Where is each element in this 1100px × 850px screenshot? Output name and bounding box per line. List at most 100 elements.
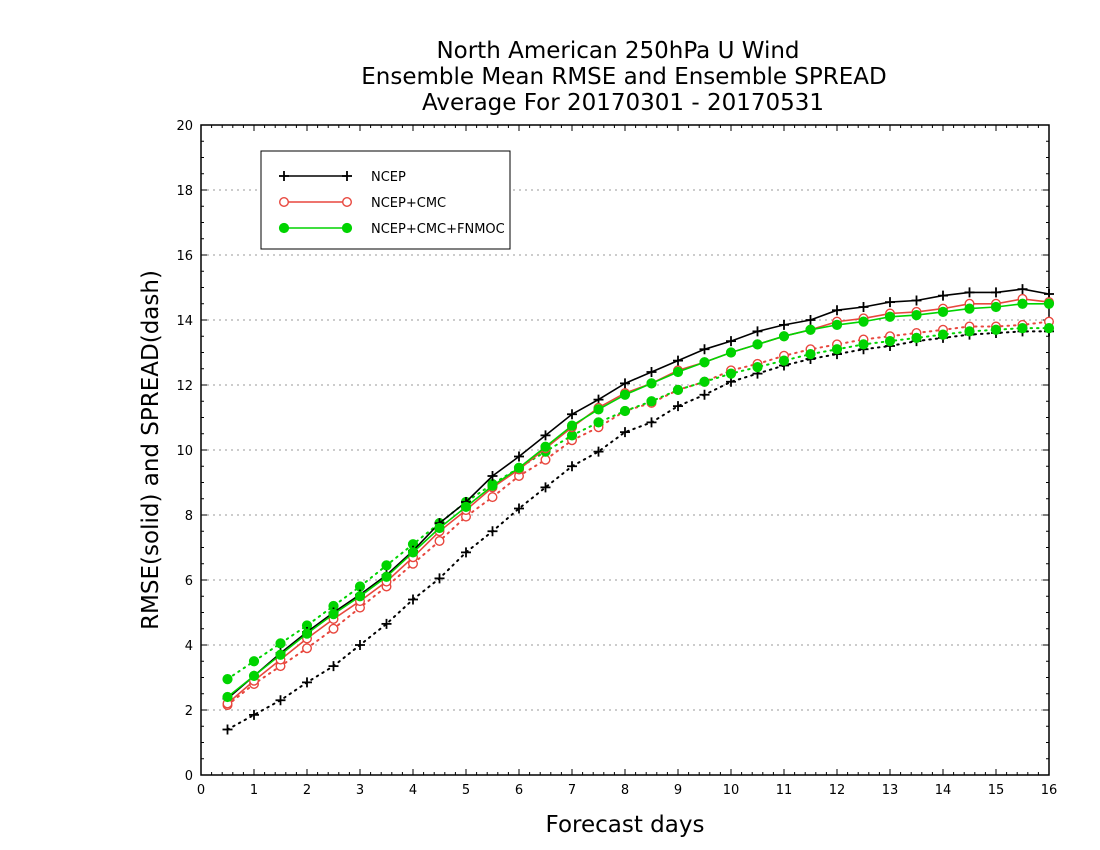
data-point xyxy=(381,560,392,571)
data-point xyxy=(805,315,816,325)
data-point xyxy=(514,451,524,462)
data-point xyxy=(911,310,922,321)
data-point xyxy=(275,638,286,649)
data-point xyxy=(354,591,366,602)
legend-label: NCEP+CMC xyxy=(371,196,446,211)
title-line-1: North American 250hPa U Wind xyxy=(436,38,799,64)
x-tick-label: 11 xyxy=(776,783,793,798)
legend-entry: NCEP xyxy=(279,170,406,185)
series-layer xyxy=(222,284,1055,735)
x-tick-label: 5 xyxy=(462,783,470,798)
data-point xyxy=(672,384,684,395)
data-point xyxy=(699,357,710,368)
data-point xyxy=(566,420,578,431)
x-tick-label: 12 xyxy=(829,783,846,798)
data-point xyxy=(831,319,843,330)
data-point xyxy=(858,302,869,312)
y-tick-label: 10 xyxy=(176,444,193,459)
data-point xyxy=(778,331,790,342)
data-point xyxy=(540,482,551,493)
x-tick-label: 0 xyxy=(197,783,205,798)
data-point xyxy=(540,430,551,441)
legend-box xyxy=(260,150,511,250)
data-point xyxy=(831,344,843,355)
data-point xyxy=(779,319,789,330)
data-point xyxy=(832,305,842,316)
data-point xyxy=(302,677,312,688)
data-point xyxy=(381,571,392,582)
data-point xyxy=(1017,298,1028,309)
data-point xyxy=(1043,323,1055,334)
data-point xyxy=(540,454,551,465)
data-point xyxy=(487,526,498,537)
data-point xyxy=(673,401,683,412)
data-point xyxy=(752,362,763,373)
data-point xyxy=(699,376,710,387)
data-point xyxy=(222,724,233,735)
legend-entry: NCEP+CMC xyxy=(279,196,446,211)
data-point xyxy=(911,332,922,343)
x-tick-label: 14 xyxy=(935,783,952,798)
y-tick-label: 14 xyxy=(176,314,193,329)
x-tick-label: 2 xyxy=(303,783,311,798)
legend-marker xyxy=(279,196,290,207)
data-point xyxy=(937,306,949,317)
data-point xyxy=(249,709,259,720)
series-rmse-1 xyxy=(222,293,1054,709)
data-point xyxy=(725,368,737,379)
data-point xyxy=(461,547,471,558)
data-point xyxy=(222,691,233,703)
data-point xyxy=(1017,323,1028,334)
y-tick-label: 2 xyxy=(185,704,193,719)
data-point xyxy=(964,287,975,298)
series-spread-4 xyxy=(222,316,1054,711)
data-point xyxy=(567,409,577,420)
y-tick-label: 20 xyxy=(176,119,193,134)
data-point xyxy=(620,427,630,438)
data-point xyxy=(407,547,419,558)
data-point xyxy=(567,461,577,472)
data-point xyxy=(937,329,949,340)
legend-entries: NCEP NCEP+CMC NCEP+CMC+FNMOC xyxy=(278,170,505,237)
data-point xyxy=(646,396,657,407)
x-tick-label: 8 xyxy=(621,783,629,798)
legend-marker xyxy=(342,171,352,181)
data-point xyxy=(805,324,816,335)
data-point xyxy=(487,492,498,503)
data-point xyxy=(593,417,604,428)
data-point xyxy=(1017,284,1028,295)
x-tick-label: 9 xyxy=(674,783,682,798)
legend-label: NCEP+CMC+FNMOC xyxy=(371,222,505,237)
data-point xyxy=(434,522,445,534)
data-point xyxy=(646,367,657,377)
data-point xyxy=(858,316,869,327)
x-tick-labels: 0 1 2 3 4 5 6 7 8 9 10 11 12 13 14 15 16 xyxy=(197,783,1057,798)
legend-marker xyxy=(341,222,353,234)
series-line xyxy=(226,288,1050,700)
data-point xyxy=(620,378,630,389)
data-point xyxy=(355,640,365,650)
y-tick-label: 4 xyxy=(185,639,193,654)
y-tick-label: 8 xyxy=(185,509,193,524)
data-point xyxy=(752,339,763,350)
data-point xyxy=(884,311,896,322)
data-point xyxy=(990,301,1002,313)
x-tick-label: 7 xyxy=(568,783,576,798)
x-axis-label: Forecast days xyxy=(546,812,705,838)
data-point xyxy=(991,287,1001,298)
legend-marker xyxy=(279,171,289,181)
data-point xyxy=(778,355,790,366)
data-point xyxy=(911,295,922,306)
y-tick-label: 16 xyxy=(176,249,193,264)
data-point xyxy=(514,503,524,514)
data-point xyxy=(938,290,948,301)
legend-entry: NCEP+CMC+FNMOC xyxy=(278,222,505,237)
legend-marker xyxy=(278,222,290,234)
x-tick-label: 10 xyxy=(723,783,740,798)
series-line xyxy=(226,320,1050,707)
data-point xyxy=(248,656,260,667)
series-rmse-2 xyxy=(222,298,1055,703)
data-point xyxy=(487,471,498,481)
data-point xyxy=(513,462,525,473)
